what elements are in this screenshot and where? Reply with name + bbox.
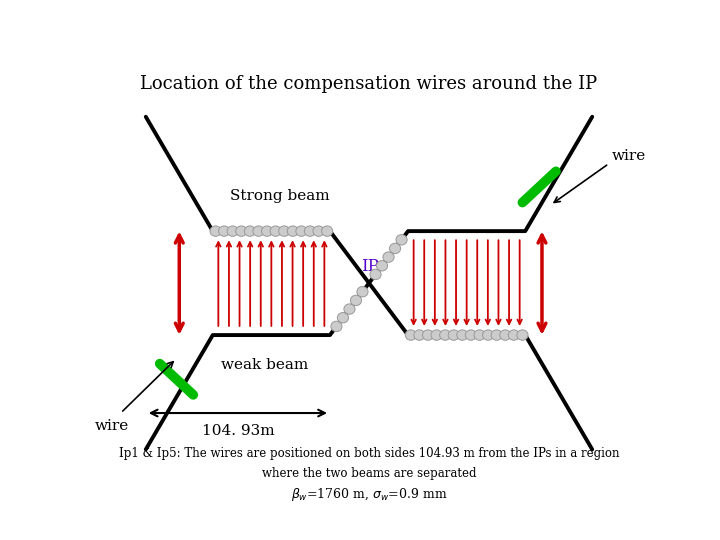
Circle shape bbox=[344, 304, 355, 314]
Text: Location of the compensation wires around the IP: Location of the compensation wires aroun… bbox=[140, 75, 598, 93]
Circle shape bbox=[491, 330, 503, 340]
Circle shape bbox=[500, 330, 511, 340]
Circle shape bbox=[377, 261, 387, 271]
Text: Strong beam: Strong beam bbox=[230, 188, 329, 202]
Text: wire: wire bbox=[94, 419, 129, 433]
Circle shape bbox=[322, 226, 333, 237]
Circle shape bbox=[351, 295, 361, 306]
Circle shape bbox=[383, 252, 394, 262]
Circle shape bbox=[279, 226, 290, 237]
Text: 104. 93m: 104. 93m bbox=[202, 424, 274, 438]
Circle shape bbox=[253, 226, 264, 237]
Text: Ip1 & Ip5: The wires are positioned on both sides 104.93 m from the IPs in a reg: Ip1 & Ip5: The wires are positioned on b… bbox=[119, 447, 619, 460]
Text: IP: IP bbox=[361, 258, 379, 275]
Circle shape bbox=[508, 330, 519, 340]
Text: weak beam: weak beam bbox=[221, 359, 308, 373]
Circle shape bbox=[517, 330, 528, 340]
Text: where the two beams are separated: where the two beams are separated bbox=[262, 467, 476, 480]
Circle shape bbox=[235, 226, 247, 237]
Circle shape bbox=[227, 226, 238, 237]
Circle shape bbox=[456, 330, 468, 340]
Circle shape bbox=[405, 330, 416, 340]
Circle shape bbox=[390, 243, 400, 254]
Circle shape bbox=[482, 330, 494, 340]
Circle shape bbox=[431, 330, 442, 340]
Text: wire: wire bbox=[612, 148, 646, 163]
Circle shape bbox=[396, 234, 407, 245]
Circle shape bbox=[244, 226, 256, 237]
Circle shape bbox=[296, 226, 307, 237]
Circle shape bbox=[305, 226, 315, 237]
Circle shape bbox=[219, 226, 230, 237]
Circle shape bbox=[440, 330, 451, 340]
Circle shape bbox=[357, 287, 368, 297]
Circle shape bbox=[414, 330, 425, 340]
Circle shape bbox=[261, 226, 273, 237]
Circle shape bbox=[448, 330, 459, 340]
Circle shape bbox=[270, 226, 282, 237]
Circle shape bbox=[465, 330, 477, 340]
Circle shape bbox=[474, 330, 485, 340]
Circle shape bbox=[210, 226, 221, 237]
Circle shape bbox=[423, 330, 433, 340]
Circle shape bbox=[331, 321, 342, 332]
Circle shape bbox=[313, 226, 324, 237]
Circle shape bbox=[338, 313, 348, 323]
Circle shape bbox=[370, 269, 381, 280]
Text: $\beta_w$=1760 m, $\sigma_w$=0.9 mm: $\beta_w$=1760 m, $\sigma_w$=0.9 mm bbox=[291, 487, 447, 503]
Circle shape bbox=[287, 226, 298, 237]
